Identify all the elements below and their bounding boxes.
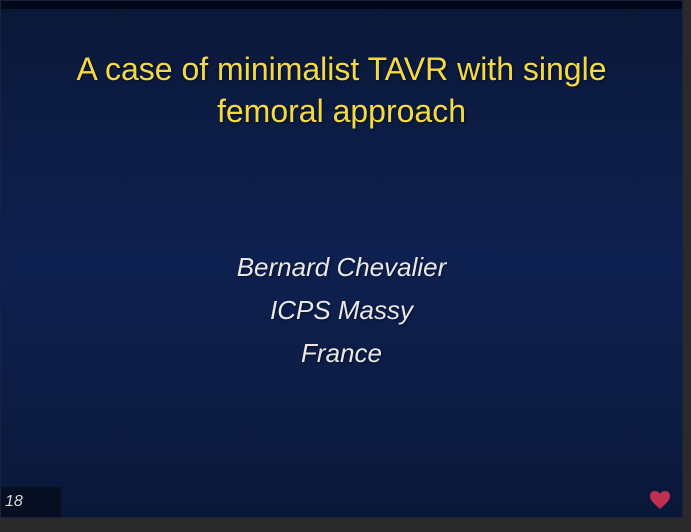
institution-name: ICPS Massy <box>270 295 413 326</box>
heart-logo-icon <box>648 491 672 511</box>
author-name: Bernard Chevalier <box>237 252 447 283</box>
country-name: France <box>301 338 382 369</box>
slide-inner: A case of minimalist TAVR with single fe… <box>1 9 682 517</box>
slide-content: Bernard Chevalier ICPS Massy France <box>21 252 662 369</box>
footer-year: 18 <box>5 493 23 511</box>
slide-container: A case of minimalist TAVR with single fe… <box>0 0 683 518</box>
slide-title: A case of minimalist TAVR with single fe… <box>21 49 662 132</box>
